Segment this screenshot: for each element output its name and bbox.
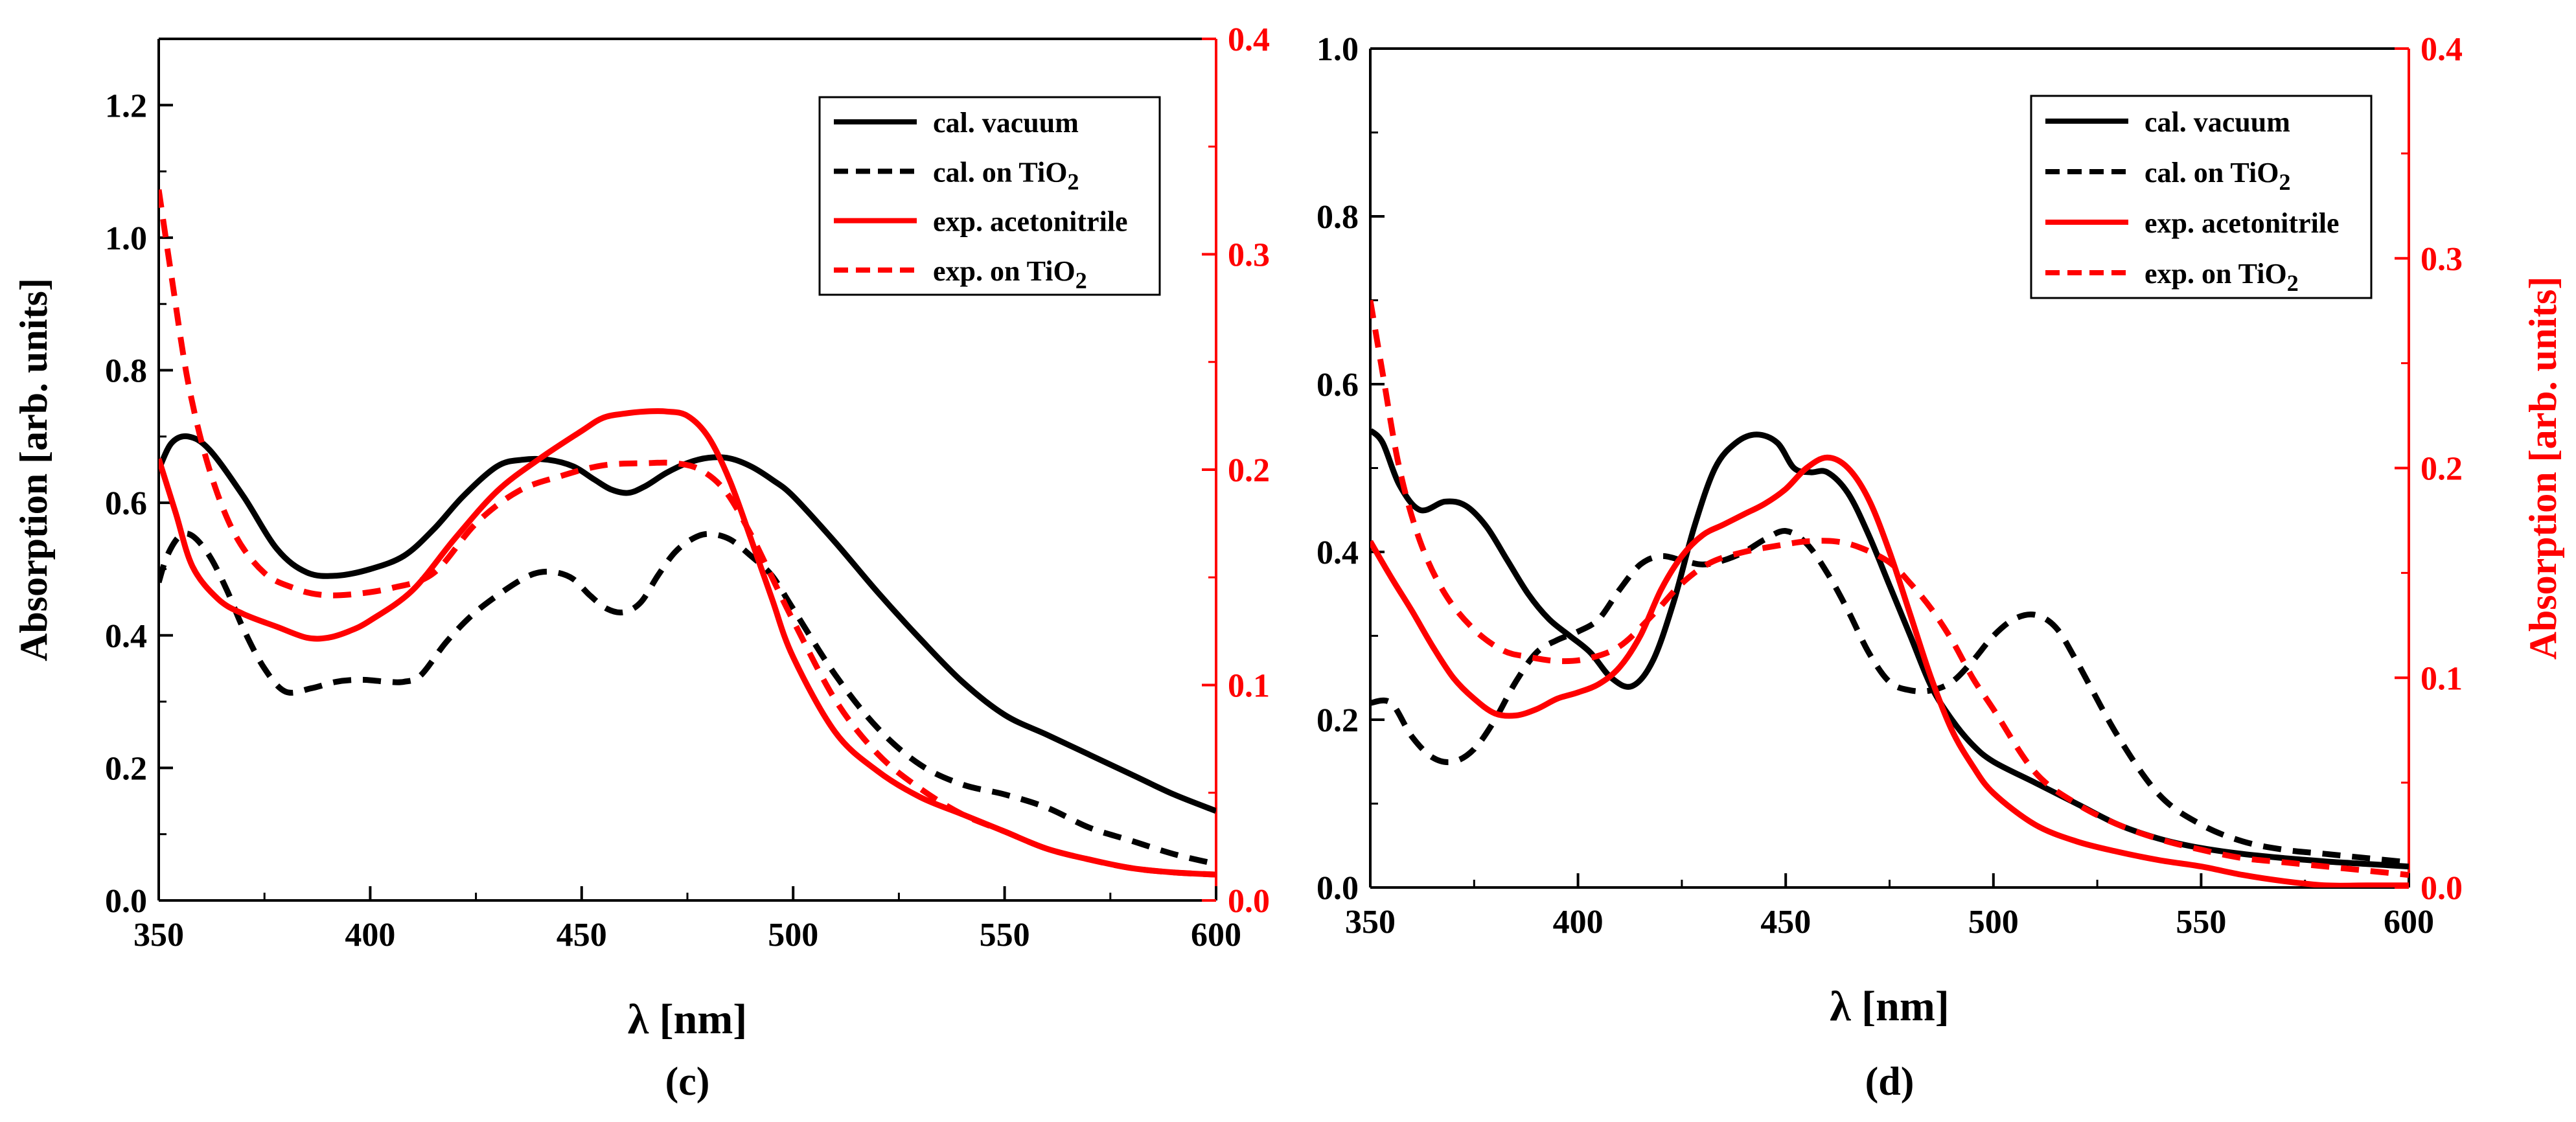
y-tick-label-left: 1.2 (105, 87, 147, 124)
y-tick-label-left: 1.0 (1317, 31, 1359, 68)
x-tick-label: 400 (345, 917, 395, 954)
y-tick-label-left: 0.8 (1317, 199, 1359, 236)
x-tick-label: 500 (1968, 904, 2019, 941)
y-tick-label-left: 0.4 (105, 618, 147, 655)
legend-label-main: exp. acetonitrile (2145, 207, 2340, 239)
legend-label-main: cal. on TiO (2145, 157, 2279, 189)
legend-label-main: cal. vacuum (933, 107, 1079, 139)
legend-label: exp. acetonitrile (933, 206, 1128, 238)
y-tick-label-right: 0.0 (2421, 870, 2463, 907)
y-tick-label-left: 0.2 (105, 750, 147, 787)
y-tick-label-right: 0.4 (1228, 21, 1270, 58)
x-axis-title: λ [nm] (1830, 983, 1949, 1030)
series-layer (159, 189, 1216, 878)
legend-label-subscript: 2 (2279, 169, 2290, 195)
y-tick-label-right: 0.3 (2421, 241, 2463, 278)
series-line-exp-on-tio2 (1370, 299, 2409, 878)
series-line-cal-on-tio2 (159, 530, 1216, 867)
legend-label: exp. on TiO2 (933, 255, 1087, 293)
x-tick-label: 450 (1760, 904, 1811, 941)
y-tick-label-left: 0.0 (1317, 870, 1359, 907)
y-tick-label-right: 0.1 (1228, 668, 1270, 705)
x-tick-label: 600 (1191, 917, 1241, 954)
y-tick-label-left: 0.8 (105, 353, 147, 390)
y-tick-label-left: 0.4 (1317, 534, 1359, 571)
y-tick-label-left: 0.0 (105, 883, 147, 920)
y-tick-label-left: 0.6 (105, 485, 147, 522)
legend-label-subscript: 2 (2287, 270, 2299, 296)
panel-c: 350 400 450 500 550 6000.00.20.40.60.81.01.20… (12, 21, 1270, 1104)
legend-label: exp. acetonitrile (2145, 207, 2340, 239)
y-axis-title-left: Absorption [arb. units] (12, 278, 55, 661)
y-tick-label-right: 0.1 (2421, 660, 2463, 697)
x-tick-label: 550 (2176, 904, 2226, 941)
y-tick-label-right: 0.0 (1228, 883, 1270, 920)
legend-label-subscript: 2 (1075, 268, 1087, 293)
x-tick-label: 550 (980, 917, 1030, 954)
legend-label: exp. on TiO2 (2145, 258, 2299, 296)
panel-label: (d) (1865, 1060, 1915, 1104)
panel-label: (c) (665, 1060, 710, 1104)
legend-label-main: cal. vacuum (2145, 106, 2290, 138)
y-tick-label-left: 1.0 (105, 220, 147, 257)
legend-label: cal. on TiO2 (2145, 157, 2290, 195)
y-tick-label-right: 0.4 (2421, 31, 2463, 68)
series-line-cal-vacuum (159, 433, 1216, 814)
legend-label: cal. vacuum (2145, 106, 2290, 138)
legend-label: cal. on TiO2 (933, 156, 1079, 194)
legend-label: cal. vacuum (933, 107, 1079, 139)
legend-box (818, 96, 1161, 296)
series-line-cal-vacuum (1370, 428, 2409, 870)
x-tick-label: 500 (768, 917, 818, 954)
y-tick-label-right: 0.2 (1228, 452, 1270, 489)
panel-d: 350 400 450 500 550 6000.00.20.40.60.81.00.00… (1317, 31, 2564, 1104)
legend-box (2030, 95, 2373, 299)
series-line-cal-on-tio2 (1370, 528, 2409, 865)
x-tick-label: 350 (133, 917, 184, 954)
x-tick-label: 350 (1345, 904, 1396, 941)
x-tick-label: 450 (557, 917, 607, 954)
legend-label-subscript: 2 (1067, 168, 1079, 194)
legend-label-main: cal. on TiO (933, 156, 1067, 188)
y-tick-label-left: 0.6 (1317, 367, 1359, 404)
series-layer (1370, 299, 2409, 887)
x-tick-label: 400 (1553, 904, 1604, 941)
x-axis-title: λ [nm] (628, 996, 748, 1043)
legend-label-main: exp. on TiO (2145, 258, 2287, 290)
series-line-exp-acetonitrile (1370, 454, 2409, 887)
legend-label-main: exp. on TiO (933, 255, 1075, 287)
y-tick-label-right: 0.3 (1228, 237, 1270, 274)
y-tick-label-right: 0.2 (2421, 451, 2463, 488)
y-tick-label-left: 0.2 (1317, 702, 1359, 739)
legend-label-main: exp. acetonitrile (933, 206, 1128, 238)
x-tick-label: 600 (2384, 904, 2434, 941)
series-line-exp-on-tio2 (159, 189, 1216, 878)
y-axis-title-right: Absorption [arb. units] (2522, 277, 2564, 660)
